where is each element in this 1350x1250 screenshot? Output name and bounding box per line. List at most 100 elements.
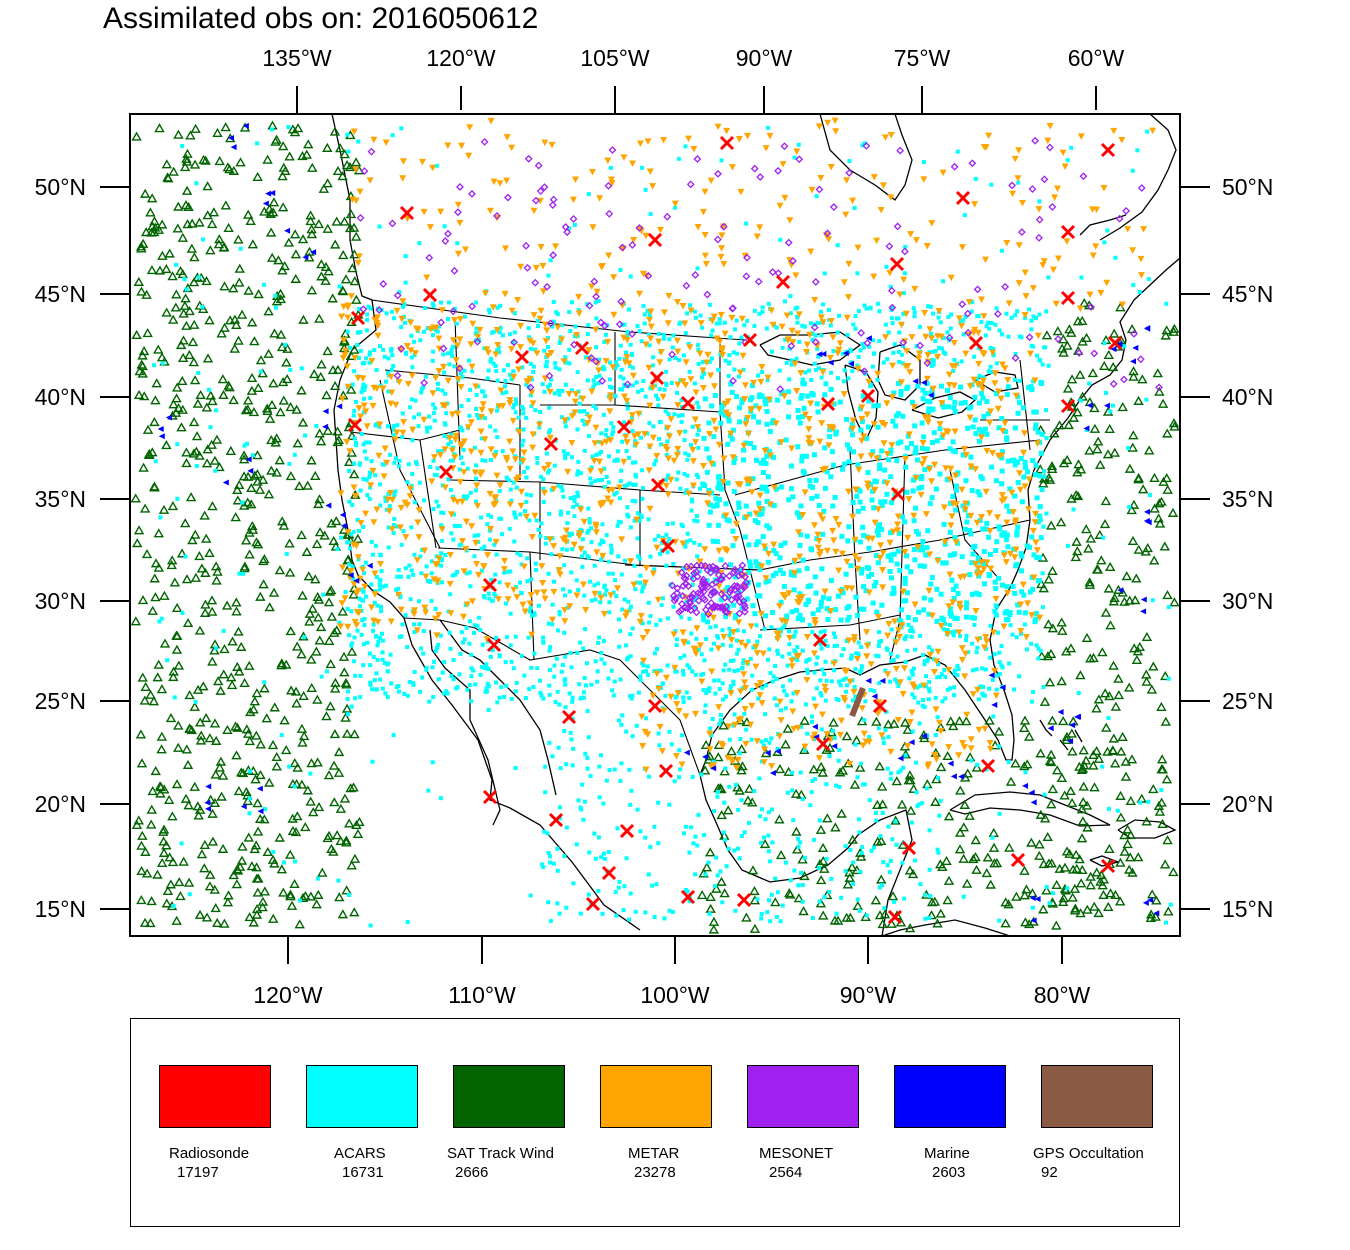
acars-point bbox=[637, 580, 642, 585]
acars-point bbox=[538, 690, 543, 695]
sat-track-wind-point bbox=[1074, 854, 1085, 864]
acars-point bbox=[702, 833, 707, 838]
acars-point bbox=[618, 267, 623, 272]
acars-point bbox=[693, 872, 698, 877]
acars-point bbox=[588, 773, 593, 778]
acars-point bbox=[457, 524, 462, 529]
acars-point bbox=[901, 291, 906, 296]
acars-point bbox=[963, 605, 969, 611]
acars-point bbox=[548, 645, 553, 650]
acars-point bbox=[947, 395, 953, 401]
acars-point bbox=[425, 578, 430, 583]
acars-point bbox=[412, 630, 417, 635]
acars-point bbox=[1113, 255, 1118, 260]
sat-track-wind-point bbox=[829, 915, 841, 925]
sat-track-wind-point bbox=[175, 339, 187, 350]
acars-point bbox=[727, 784, 732, 789]
acars-point bbox=[589, 540, 594, 545]
acars-point bbox=[734, 318, 739, 323]
acars-point bbox=[822, 895, 827, 900]
acars-point bbox=[972, 622, 977, 627]
metar-point bbox=[718, 345, 726, 352]
sat-track-wind-point bbox=[242, 209, 254, 219]
acars-point bbox=[367, 350, 372, 355]
sat-track-wind-point bbox=[315, 621, 327, 632]
acars-point bbox=[473, 682, 478, 687]
acars-point bbox=[1166, 605, 1171, 610]
metar-point bbox=[783, 312, 791, 320]
sat-track-wind-point bbox=[1074, 369, 1086, 379]
acars-point bbox=[362, 449, 367, 454]
acars-point bbox=[486, 513, 491, 518]
acars-point bbox=[731, 679, 736, 684]
sat-track-wind-point bbox=[818, 910, 829, 920]
acars-point bbox=[678, 486, 683, 491]
acars-point bbox=[855, 271, 860, 276]
sat-track-wind-point bbox=[214, 155, 225, 166]
acars-point bbox=[650, 363, 655, 368]
sat-track-wind-point bbox=[199, 510, 210, 520]
acars-point bbox=[396, 586, 401, 591]
acars-point bbox=[884, 264, 889, 269]
acars-point bbox=[348, 540, 353, 545]
acars-point bbox=[1029, 387, 1035, 393]
sat-track-wind-point bbox=[716, 876, 727, 886]
acars-point bbox=[926, 697, 931, 702]
acars-point bbox=[526, 385, 531, 390]
metar-point bbox=[962, 500, 970, 508]
acars-point bbox=[391, 522, 396, 527]
acars-point bbox=[658, 668, 663, 673]
sat-track-wind-point bbox=[238, 454, 250, 464]
acars-point bbox=[769, 625, 774, 630]
acars-point bbox=[375, 603, 380, 608]
sat-track-wind-point bbox=[261, 713, 272, 723]
acars-point bbox=[1069, 145, 1074, 150]
acars-point bbox=[629, 696, 634, 701]
acars-point bbox=[374, 368, 379, 373]
acars-point bbox=[780, 625, 785, 630]
metar-point bbox=[452, 357, 460, 364]
sat-track-wind-point bbox=[222, 724, 233, 734]
acars-point bbox=[472, 554, 477, 559]
acars-point bbox=[1019, 499, 1025, 505]
metar-point bbox=[514, 296, 522, 304]
acars-point bbox=[761, 469, 767, 475]
sat-track-wind-point bbox=[1092, 564, 1104, 574]
metar-point bbox=[590, 457, 598, 465]
acars-point bbox=[625, 406, 630, 411]
acars-point bbox=[495, 378, 500, 383]
acars-point bbox=[887, 450, 893, 456]
acars-point bbox=[941, 279, 946, 284]
acars-point bbox=[572, 222, 577, 227]
sat-track-wind-point bbox=[954, 844, 966, 854]
sat-track-wind-point bbox=[306, 285, 318, 295]
acars-point bbox=[1031, 314, 1036, 319]
acars-point bbox=[194, 463, 199, 468]
acars-point bbox=[715, 474, 721, 480]
sat-track-wind-point bbox=[156, 219, 168, 229]
acars-point bbox=[910, 629, 915, 634]
acars-point bbox=[704, 469, 710, 475]
acars-point bbox=[915, 383, 921, 389]
acars-point bbox=[449, 674, 454, 679]
acars-point bbox=[925, 786, 930, 791]
acars-point bbox=[569, 300, 574, 305]
sat-track-wind-point bbox=[700, 739, 712, 749]
acars-point bbox=[902, 271, 907, 276]
acars-point bbox=[798, 770, 803, 775]
acars-point bbox=[700, 359, 705, 364]
acars-point bbox=[797, 542, 803, 548]
sat-track-wind-point bbox=[154, 123, 165, 133]
acars-point bbox=[983, 426, 989, 432]
acars-point bbox=[835, 330, 840, 335]
acars-point bbox=[346, 149, 351, 154]
acars-point bbox=[898, 768, 903, 773]
acars-point bbox=[387, 504, 392, 509]
acars-point bbox=[439, 523, 444, 528]
acars-point bbox=[1127, 505, 1132, 510]
metar-point bbox=[897, 321, 905, 329]
acars-point bbox=[609, 547, 614, 552]
political-border bbox=[384, 369, 521, 386]
acars-point bbox=[606, 559, 611, 564]
acars-point bbox=[916, 485, 922, 491]
